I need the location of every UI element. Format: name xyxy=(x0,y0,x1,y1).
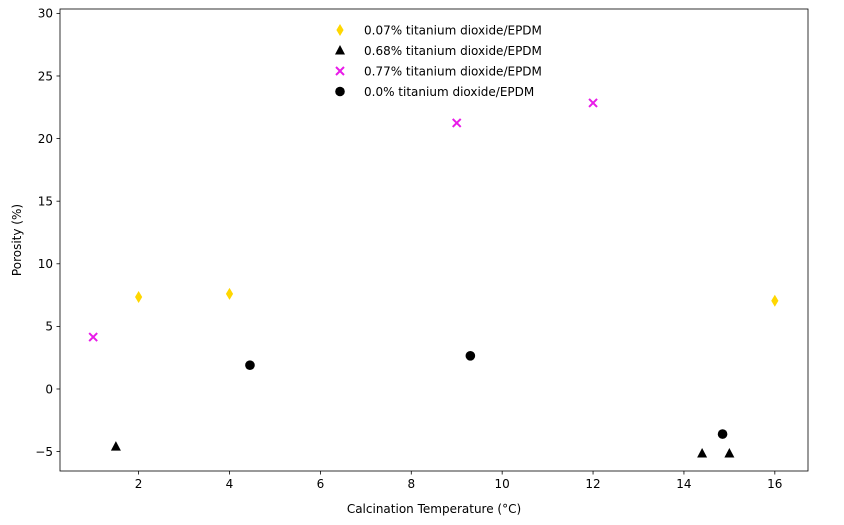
x-tick-label: 12 xyxy=(585,477,600,491)
legend-marker-3 xyxy=(335,86,345,97)
data-point-series-3 xyxy=(465,351,476,361)
data-point-series-3 xyxy=(717,429,728,439)
plot-frame xyxy=(59,8,809,472)
y-tick-label: −5 xyxy=(35,445,53,459)
data-point-series-2 xyxy=(88,332,98,342)
y-axis-ticks: −5 0 5 10 15 20 25 30 xyxy=(35,7,60,459)
data-point-series-1 xyxy=(697,447,708,458)
y-tick-label: 0 xyxy=(45,382,53,396)
y-axis-label: Porosity (%) xyxy=(10,204,24,276)
legend-marker-2 xyxy=(335,66,345,76)
data-point-series-0 xyxy=(771,294,779,307)
x-tick-label: 14 xyxy=(676,477,691,491)
x-tick-label: 8 xyxy=(407,477,415,491)
legend-marker-1 xyxy=(335,45,345,55)
legend-label: 0.0% titanium dioxide/EPDM xyxy=(364,85,534,99)
data-point-series-0 xyxy=(225,287,234,300)
data-point-series-2 xyxy=(588,98,598,108)
x-axis-label: Calcination Temperature (°C) xyxy=(347,502,521,516)
x-tick-label: 16 xyxy=(767,477,782,491)
x-tick-label: 10 xyxy=(495,477,510,491)
y-tick-label: 25 xyxy=(38,69,53,83)
data-point-series-3 xyxy=(245,360,255,371)
data-point-series-0 xyxy=(135,290,143,303)
y-tick-label: 5 xyxy=(45,320,53,334)
y-tick-label: 30 xyxy=(38,7,53,21)
legend-label: 0.68% titanium dioxide/EPDM xyxy=(364,44,542,58)
legend-label: 0.07% titanium dioxide/EPDM xyxy=(364,23,542,37)
x-tick-label: 6 xyxy=(317,477,325,491)
data-markers xyxy=(88,98,779,458)
y-tick-label: 15 xyxy=(38,194,53,208)
data-point-series-1 xyxy=(110,441,121,451)
x-axis-ticks: 2 4 6 8 10 12 14 16 xyxy=(135,471,782,491)
data-point-series-2 xyxy=(452,118,462,128)
legend-marker-0 xyxy=(336,24,344,36)
legend-label: 0.77% titanium dioxide/EPDM xyxy=(364,64,542,78)
x-tick-label: 2 xyxy=(135,477,143,491)
data-point-series-1 xyxy=(724,447,735,458)
legend: 0.07% titanium dioxide/EPDM 0.68% titaniu… xyxy=(335,23,542,99)
x-tick-label: 4 xyxy=(226,477,234,491)
plot-area xyxy=(60,9,808,471)
y-tick-label: 20 xyxy=(38,132,53,146)
y-tick-label: 10 xyxy=(38,257,53,271)
